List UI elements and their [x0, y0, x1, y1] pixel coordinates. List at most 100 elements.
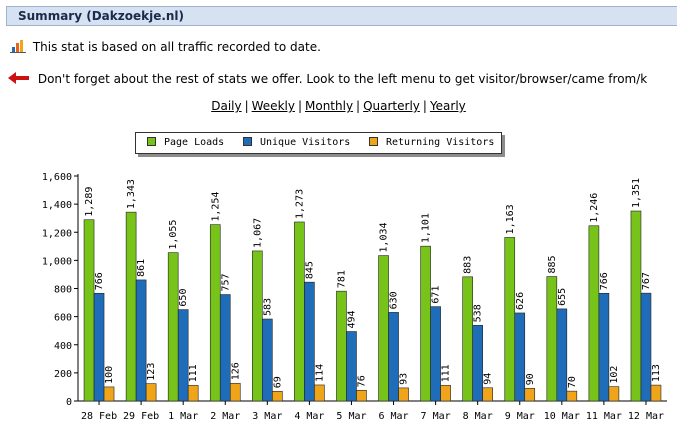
bar-returning-visitors [314, 384, 325, 402]
data-label-returning-visitors: 126 [230, 362, 241, 380]
data-label-page-loads: 1,343 [126, 179, 137, 209]
stat-note-text: This stat is based on all traffic record… [32, 40, 321, 54]
x-tick-label: 9 Mar [505, 411, 535, 422]
data-label-unique-visitors: 671 [431, 286, 442, 304]
bar-unique-visitors [640, 292, 652, 402]
bar-page-loads [462, 276, 473, 402]
monthly-link[interactable]: Monthly [305, 99, 354, 113]
bar-page-loads [252, 250, 263, 402]
legend-label-unique-visitors: Unique Visitors [260, 137, 351, 148]
period-links: Daily | Weekly | Monthly | Quarterly | Yearly [211, 99, 466, 113]
x-tick-label: 7 Mar [421, 411, 451, 422]
x-tick-label: 12 Mar [628, 411, 664, 422]
bar-returning-visitors [566, 390, 578, 402]
bar-returning-visitors [524, 388, 536, 402]
data-label-page-loads: 1,351 [631, 178, 642, 208]
data-label-returning-visitors: 111 [441, 364, 452, 382]
legend-item-unique-visitors: Unique Visitors [243, 137, 350, 149]
data-label-page-loads: 1,273 [294, 189, 305, 219]
data-label-returning-visitors: 114 [314, 364, 325, 382]
bar-returning-visitors [356, 390, 367, 402]
data-label-unique-visitors: 655 [557, 288, 568, 306]
reminder-line: Don't forget about the rest of stats we … [8, 71, 647, 86]
bar-unique-visitors [388, 312, 399, 402]
data-label-page-loads: 885 [547, 255, 558, 273]
y-tick-label: 1,200 [42, 228, 72, 239]
data-label-returning-visitors: 113 [651, 364, 662, 382]
bar-page-loads [209, 224, 221, 402]
bar-unique-visitors [346, 331, 357, 402]
legend-item-page-loads: Page Loads [147, 137, 224, 149]
y-tick-label: 400 [54, 341, 72, 352]
bar-unique-visitors [430, 306, 441, 402]
data-label-page-loads: 781 [336, 270, 347, 288]
bar-page-loads [336, 290, 347, 402]
legend-label-page-loads: Page Loads [164, 137, 225, 148]
data-label-returning-visitors: 94 [483, 373, 494, 385]
y-tick-label: 1,000 [42, 256, 72, 267]
data-label-returning-visitors: 123 [146, 363, 157, 381]
bar-page-loads [294, 221, 305, 402]
bar-page-loads [125, 211, 137, 402]
legend-swatch-unique-visitors [243, 137, 252, 146]
y-tick-label: 0 [66, 397, 72, 408]
bar-returning-visitors [103, 386, 115, 402]
data-label-page-loads: 1,055 [168, 220, 179, 250]
bar-returning-visitors [608, 386, 620, 402]
x-tick-label: 11 Mar [586, 411, 622, 422]
y-tick-label: 1,400 [42, 200, 72, 211]
data-label-unique-visitors: 861 [136, 259, 147, 277]
data-label-unique-visitors: 766 [599, 272, 610, 290]
data-label-returning-visitors: 76 [356, 375, 367, 387]
bar-returning-visitors [229, 382, 241, 402]
y-tick-label: 1,600 [42, 172, 72, 183]
x-tick-label: 28 Feb [81, 411, 117, 422]
data-label-unique-visitors: 650 [178, 289, 189, 307]
bar-returning-visitors [398, 387, 409, 402]
yearly-link[interactable]: Yearly [429, 99, 466, 113]
weekly-link[interactable]: Weekly [251, 99, 295, 113]
bar-page-loads [420, 245, 431, 402]
bar-unique-visitors [135, 279, 147, 402]
x-tick-label: 10 Mar [544, 411, 580, 422]
y-tick-label: 200 [54, 369, 72, 380]
data-label-unique-visitors: 583 [262, 298, 273, 316]
daily-link[interactable]: Daily [211, 99, 242, 113]
data-label-returning-visitors: 90 [525, 373, 536, 385]
data-label-returning-visitors: 102 [609, 366, 620, 384]
x-tick-label: 8 Mar [463, 411, 493, 422]
chart-legend: Page Loads Unique Visitors Returning Vis… [135, 132, 502, 154]
x-tick-label: 5 Mar [336, 411, 366, 422]
bar-unique-visitors [598, 292, 610, 402]
bar-returning-visitors [187, 385, 199, 402]
data-label-page-loads: 1,289 [84, 187, 95, 217]
data-label-unique-visitors: 845 [304, 261, 315, 279]
y-tick-label: 800 [54, 285, 72, 296]
data-label-page-loads: 1,034 [379, 222, 390, 252]
summary-header: Summary (Dakzoekje.nl) [6, 6, 677, 26]
legend-swatch-returning-visitors [369, 137, 378, 146]
data-label-returning-visitors: 69 [272, 376, 283, 388]
x-tick-label: 6 Mar [378, 411, 408, 422]
data-label-returning-visitors: 93 [399, 373, 410, 385]
x-tick-label: 4 Mar [294, 411, 324, 422]
y-tick-label: 600 [54, 313, 72, 324]
bar-page-loads [546, 276, 558, 402]
x-tick-label: 3 Mar [252, 411, 282, 422]
x-tick-label: 2 Mar [210, 411, 240, 422]
bar-page-loads [167, 252, 179, 402]
bar-unique-visitors [262, 318, 273, 402]
quarterly-link[interactable]: Quarterly [363, 99, 420, 113]
bar-unique-visitors [219, 294, 231, 402]
bar-page-loads [504, 237, 516, 402]
data-label-unique-visitors: 766 [94, 272, 105, 290]
bar-unique-visitors [514, 312, 526, 402]
data-label-unique-visitors: 626 [515, 292, 526, 310]
bar-returning-visitors [440, 385, 451, 402]
data-label-unique-visitors: 767 [641, 272, 652, 290]
bar-page-loads [378, 255, 389, 402]
data-label-unique-visitors: 494 [346, 310, 357, 328]
bar-unique-visitors [177, 309, 189, 402]
data-label-page-loads: 1,246 [589, 193, 600, 223]
